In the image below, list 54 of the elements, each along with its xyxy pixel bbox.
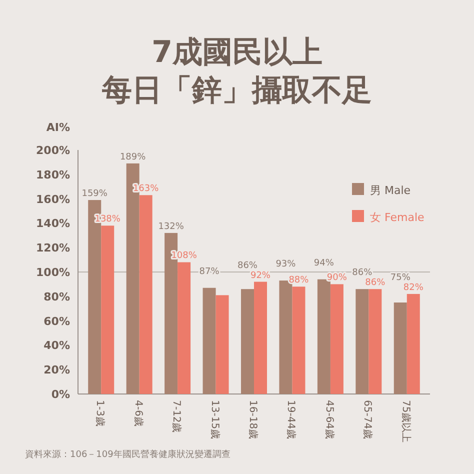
bar (241, 289, 254, 394)
y-tick-label: 40% (44, 339, 70, 352)
bar (101, 226, 114, 394)
bar (406, 294, 420, 394)
y-tick-label: 200% (36, 144, 70, 157)
bar (368, 289, 382, 394)
bar (139, 195, 152, 394)
source-note: 資料來源：106－109年國民營養健康狀況變遷調查 (25, 449, 230, 460)
data-label: 86% (352, 268, 373, 278)
x-tick-label: 19-44歲 (285, 400, 298, 440)
x-tick-label: 13-15歲 (208, 400, 221, 440)
y-tick-label: 100% (36, 266, 70, 279)
y-tick-label: 160% (36, 192, 70, 206)
data-label: 92% (250, 270, 271, 281)
data-label: 82% (403, 282, 424, 293)
bar (317, 279, 330, 394)
x-tick-label: 7-12歲 (170, 400, 183, 433)
bar (330, 284, 344, 394)
chart-title: 7成國民以上 (152, 35, 322, 70)
data-label: 90% (326, 273, 348, 284)
x-tick-label: 16-18歲 (247, 400, 259, 440)
data-label: 86% (365, 278, 386, 288)
data-label: 132% (158, 222, 184, 232)
data-label: 189% (120, 152, 146, 162)
x-tick-label: 1-3歲 (94, 400, 106, 426)
y-tick-label: 140% (36, 217, 70, 230)
data-label: 86% (237, 260, 258, 271)
y-tick-label: 120% (36, 242, 70, 255)
y-tick-label: 180% (36, 168, 70, 182)
data-label: 87% (199, 266, 220, 277)
bar (178, 262, 191, 394)
x-tick-label: 4-6歲 (132, 400, 144, 426)
bar (292, 286, 306, 394)
y-tick-label: 60% (44, 314, 70, 328)
data-label: 94% (314, 258, 334, 268)
x-tick-label: 75歲以上 (400, 400, 412, 443)
y-axis-title: AI% (46, 121, 70, 134)
bar (254, 282, 267, 394)
chart-subtitle: 每日「鋅」攝取不足 (101, 73, 372, 108)
data-label: 159% (82, 189, 108, 200)
bar (394, 302, 407, 394)
y-tick-label: 80% (44, 290, 70, 304)
x-tick-label: 65-74歲 (362, 400, 374, 440)
y-tick-label: 0% (51, 388, 70, 401)
data-label: 88% (288, 276, 310, 286)
y-tick-label: 20% (44, 364, 70, 377)
legend-label: 男 Male (370, 184, 411, 197)
x-tick-label: 45-64歲 (323, 400, 336, 440)
bar (216, 295, 229, 394)
data-label: 93% (276, 260, 296, 270)
legend-label: 女 Female (370, 211, 424, 224)
data-label: 75% (390, 272, 411, 283)
bar (202, 288, 216, 394)
bar (356, 289, 369, 394)
